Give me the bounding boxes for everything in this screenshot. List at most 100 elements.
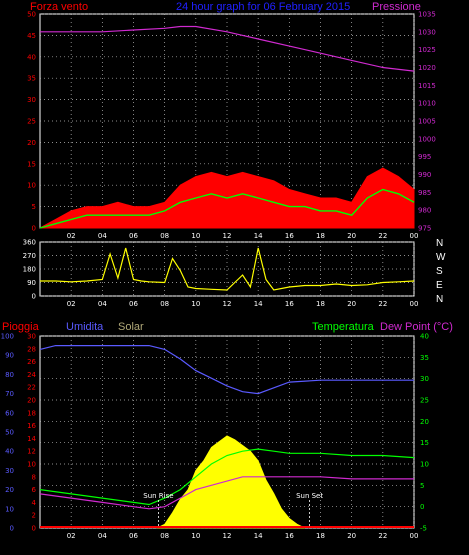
y-tick-label: 985 <box>418 189 431 197</box>
y-tick-label: 10 <box>5 505 14 513</box>
x-tick-label: 00 <box>410 232 419 240</box>
y-tick-label: 22 <box>27 384 36 392</box>
sunset-label: Sun Set <box>296 492 323 500</box>
y-tick-label: 24 <box>27 371 36 379</box>
y-tick-label: 20 <box>420 418 429 426</box>
x-tick-label: 12 <box>223 300 232 308</box>
compass-label: S <box>436 266 443 277</box>
x-tick-label: 10 <box>191 300 200 308</box>
y-tick-label: 1005 <box>418 118 436 126</box>
y-tick-label: 1010 <box>418 100 436 108</box>
y-tick-label: 8 <box>32 473 36 481</box>
x-tick-label: 16 <box>285 532 294 540</box>
y-tick-label: 30 <box>420 375 429 383</box>
x-tick-label: 08 <box>160 300 169 308</box>
chart-title: 24 hour graph for 06 February 2015 <box>176 1 350 13</box>
y-tick-label: 26 <box>27 358 36 366</box>
y-tick-label: 0 <box>420 503 424 511</box>
temperature-series <box>39 448 415 506</box>
y-tick-label: 30 <box>27 96 36 104</box>
y-tick-label: 12 <box>27 448 36 456</box>
y-tick-label: 2 <box>32 512 36 520</box>
y-tick-label: 1015 <box>418 82 436 90</box>
y-tick-label: 5 <box>420 482 424 490</box>
x-tick-label: 14 <box>254 300 263 308</box>
y-tick-label: 40 <box>420 333 429 341</box>
x-tick-label: 20 <box>347 532 356 540</box>
x-tick-label: 10 <box>191 232 200 240</box>
y-tick-label: 50 <box>5 429 14 437</box>
y-tick-label: 10 <box>420 461 429 469</box>
y-tick-label: 25 <box>420 397 429 405</box>
pressure-series <box>40 25 415 72</box>
y-tick-label: 15 <box>420 439 429 447</box>
y-tick-label: 35 <box>420 354 429 362</box>
y-tick-label: 70 <box>5 390 14 398</box>
x-tick-label: 12 <box>223 532 232 540</box>
x-tick-label: 14 <box>254 232 263 240</box>
y-tick-label: 80 <box>5 371 14 379</box>
wind-average-series <box>39 188 415 229</box>
y-tick-label: 1020 <box>418 64 436 72</box>
y-tick-label: 360 <box>23 239 36 247</box>
y-tick-label: 20 <box>27 397 36 405</box>
x-tick-label: 22 <box>378 532 387 540</box>
sunrise-label: Sun Rise <box>143 492 173 500</box>
x-tick-label: 04 <box>98 300 107 308</box>
y-tick-label: 990 <box>418 171 431 179</box>
compass-label: N <box>436 238 443 249</box>
y-tick-label: 90 <box>27 279 36 287</box>
y-tick-label: 20 <box>5 486 14 494</box>
y-tick-label: 40 <box>27 53 36 61</box>
y-tick-label: 995 <box>418 153 431 161</box>
x-tick-label: 20 <box>347 300 356 308</box>
y-tick-label: 20 <box>27 139 36 147</box>
y-tick-label: 30 <box>27 333 36 341</box>
dewpoint-label: Dew Point (°C) <box>380 321 453 333</box>
x-tick-label: 00 <box>410 300 419 308</box>
y-tick-label: 25 <box>27 118 36 126</box>
x-tick-label: 06 <box>129 300 138 308</box>
y-tick-label: 4 <box>32 499 37 507</box>
y-tick-label: 40 <box>5 448 14 456</box>
pressure-label: Pressione <box>372 1 421 13</box>
y-tick-label: 0 <box>32 225 36 233</box>
humidity-label: Umidita <box>66 321 104 333</box>
x-tick-label: 06 <box>129 232 138 240</box>
rain-label: Pioggia <box>2 321 40 333</box>
y-tick-label: 1030 <box>418 28 436 36</box>
x-tick-label: 18 <box>316 232 325 240</box>
x-tick-label: 00 <box>410 532 419 540</box>
y-tick-label: 0 <box>32 525 36 533</box>
y-tick-label: 45 <box>27 32 36 40</box>
x-tick-label: 16 <box>285 232 294 240</box>
y-tick-label: 14 <box>27 435 36 443</box>
y-tick-label: 30 <box>5 467 14 475</box>
x-tick-label: 04 <box>98 532 107 540</box>
y-tick-label: 35 <box>27 75 36 83</box>
y-tick-label: 50 <box>27 11 36 19</box>
y-tick-label: 100 <box>1 333 14 341</box>
y-tick-label: 5 <box>32 203 36 211</box>
x-tick-label: 12 <box>223 232 232 240</box>
y-tick-label: 0 <box>10 525 14 533</box>
x-tick-label: 10 <box>191 532 200 540</box>
y-tick-label: 1000 <box>418 135 436 143</box>
x-tick-label: 22 <box>378 232 387 240</box>
y-tick-label: 6 <box>32 486 37 494</box>
humidity-series <box>39 345 414 395</box>
dewpoint-series <box>39 476 414 510</box>
wind-force-label: Forza vento <box>30 1 88 13</box>
x-tick-label: 20 <box>347 232 356 240</box>
x-tick-label: 02 <box>67 532 76 540</box>
y-tick-label: 270 <box>23 252 36 260</box>
x-tick-label: 02 <box>67 232 76 240</box>
x-tick-label: 04 <box>98 232 107 240</box>
y-tick-label: 975 <box>418 225 431 233</box>
y-tick-label: -5 <box>420 525 427 533</box>
y-tick-label: 15 <box>27 160 36 168</box>
